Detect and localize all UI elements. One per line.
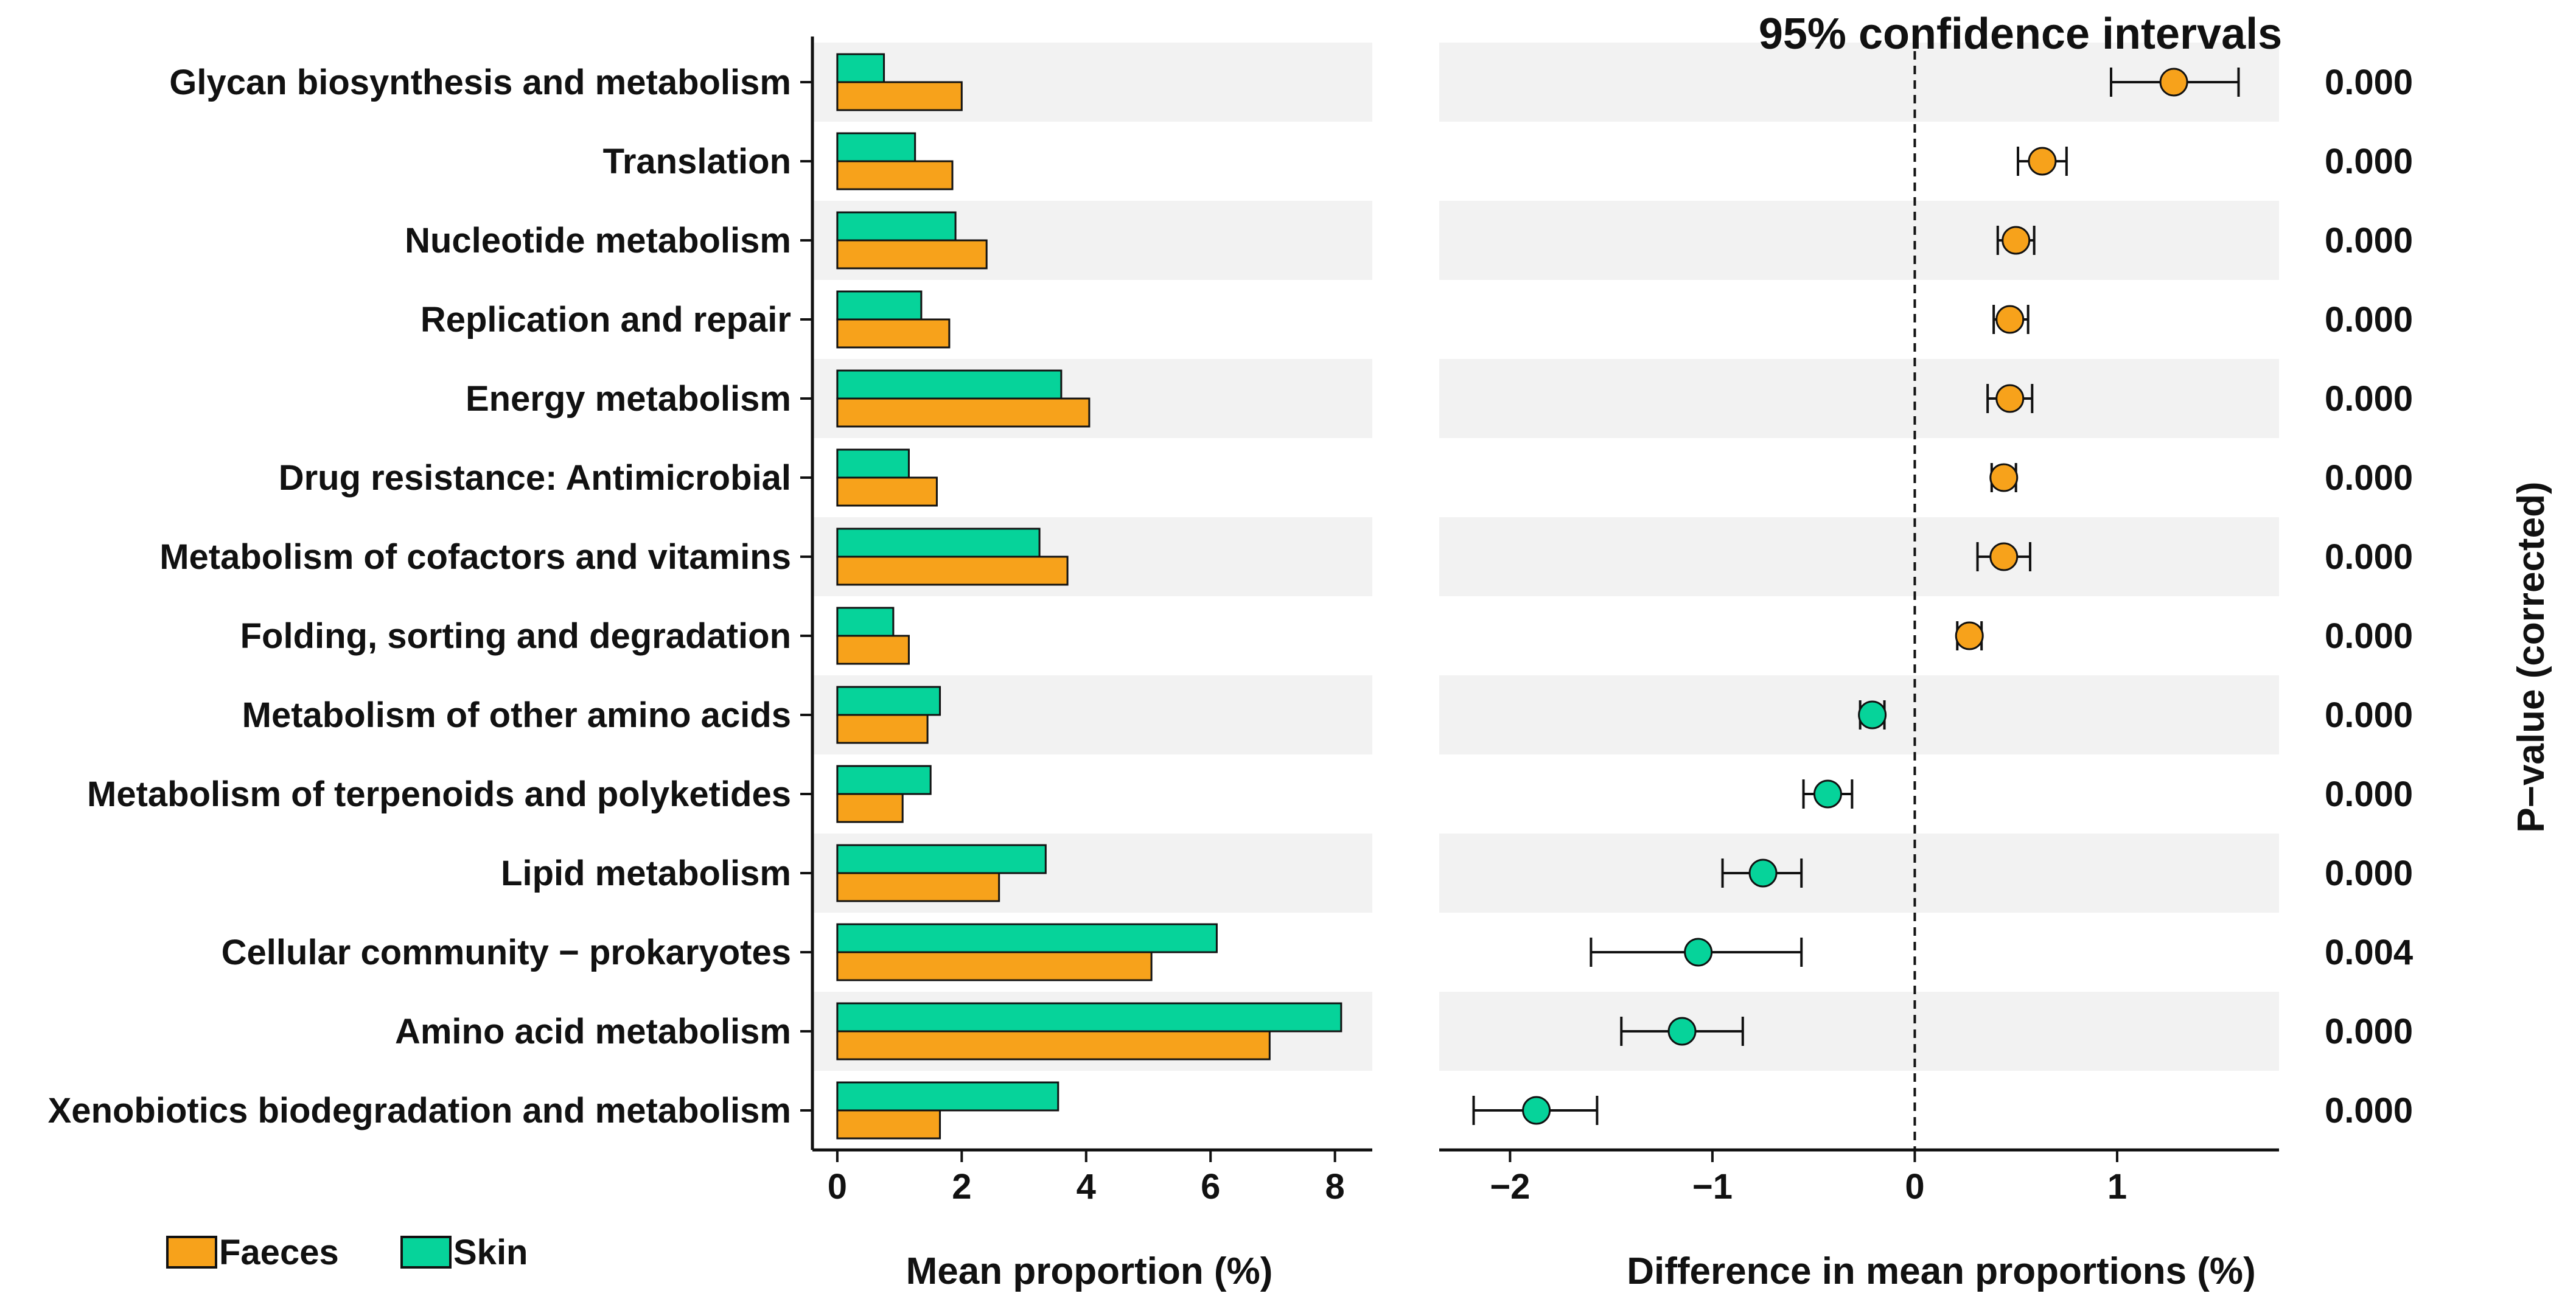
p-value: 0.000	[2325, 300, 2413, 340]
ci-x-tick-label: −2	[1490, 1167, 1530, 1207]
ci-point	[2159, 68, 2188, 97]
ci-point	[1858, 700, 1887, 730]
category-label: Nucleotide metabolism	[405, 221, 791, 260]
legend-label-skin: Skin	[453, 1233, 528, 1272]
p-value: 0.000	[2325, 1091, 2413, 1130]
bar-skin	[836, 369, 1063, 400]
bar-skin	[836, 528, 1041, 558]
ci-point	[1989, 542, 2019, 571]
bar-faeces	[836, 397, 1091, 428]
bar-faeces	[836, 239, 988, 270]
ci-point	[1667, 1017, 1697, 1046]
ci-point	[1684, 938, 1713, 967]
ci-point	[1995, 305, 2025, 334]
bar-x-tick-label: 6	[1201, 1167, 1220, 1207]
p-value: 0.000	[2325, 616, 2413, 656]
bar-faeces	[836, 556, 1069, 586]
bar-faeces	[836, 1109, 941, 1140]
category-labels: Glycan biosynthesis and metabolism Transl…	[48, 63, 791, 1130]
bar-skin	[836, 686, 941, 716]
ci-x-tick-label: −1	[1692, 1167, 1733, 1207]
bar-skin	[836, 290, 923, 321]
bar-faeces	[836, 81, 963, 111]
ci-point	[1813, 779, 1842, 809]
category-label: Metabolism of other amino acids	[242, 695, 791, 735]
bar-skin	[836, 923, 1218, 953]
bar-faeces	[836, 476, 938, 507]
row-band-ci-panel	[1439, 517, 2279, 596]
p-value: 0.000	[2325, 379, 2413, 419]
bar-x-tick-label: 8	[1325, 1167, 1345, 1207]
ci-point	[2028, 147, 2057, 176]
p-value: 0.000	[2325, 142, 2413, 181]
bar-faeces	[836, 1030, 1271, 1060]
ci-point	[1989, 463, 2019, 492]
p-value: 0.000	[2325, 63, 2413, 102]
bar-skin	[836, 1081, 1059, 1112]
category-label: Metabolism of terpenoids and polyketides	[87, 775, 791, 814]
category-label: Energy metabolism	[466, 379, 791, 419]
bar-faeces	[836, 872, 1000, 902]
bar-x-tick-label: 2	[952, 1167, 971, 1207]
row-band-ci-panel	[1439, 359, 2279, 438]
bar-x-tick-label: 0	[828, 1167, 847, 1207]
p-value: 0.000	[2325, 1012, 2413, 1051]
legend: Faeces Skin	[166, 1233, 528, 1272]
p-value: 0.000	[2325, 775, 2413, 814]
ci-point	[1955, 621, 1984, 650]
confidence-interval-panel	[1472, 37, 2240, 1150]
ci-point	[2002, 226, 2031, 255]
ci-x-axis-title: Difference in mean proportions (%)	[1627, 1250, 2255, 1292]
p-value-column: 0.000 0.000 0.000 0.000 0.000 0.000 0.000 0.000…	[2325, 63, 2413, 1130]
ci-point	[1995, 384, 2025, 413]
pvalue-axis-title: P−value (corrected)	[2510, 481, 2552, 832]
category-label: Lipid metabolism	[501, 854, 791, 893]
bar-x-tick-label: 4	[1077, 1167, 1096, 1207]
p-value: 0.000	[2325, 458, 2413, 498]
bar-skin	[836, 844, 1047, 874]
ci-point	[1748, 858, 1778, 888]
bar-faeces	[836, 318, 951, 349]
category-label: Glycan biosynthesis and metabolism	[169, 63, 791, 102]
category-label: Replication and repair	[421, 300, 791, 340]
bar-faeces	[836, 793, 904, 823]
bar-panel	[836, 53, 1342, 1140]
category-label: Drug resistance: Antimicrobial	[279, 458, 791, 498]
row-band-ci-panel	[1439, 834, 2279, 913]
bar-skin	[836, 1002, 1342, 1033]
bar-faeces	[836, 951, 1153, 981]
p-value: 0.004	[2325, 933, 2413, 972]
bar-skin	[836, 448, 910, 479]
bar-skin	[836, 765, 932, 795]
bar-skin	[836, 211, 957, 242]
bar-skin	[836, 53, 885, 83]
bar-skin	[836, 132, 916, 162]
category-label: Cellular community − prokaryotes	[222, 933, 791, 972]
category-label: Folding, sorting and degradation	[240, 616, 791, 656]
bar-x-axis-title: Mean proportion (%)	[906, 1250, 1273, 1292]
category-label: Xenobiotics biodegradation and metabolis…	[48, 1091, 791, 1130]
bar-faeces	[836, 635, 910, 665]
p-value: 0.000	[2325, 695, 2413, 735]
axes: 0 2 4 6 8 −2 −1 0 1	[800, 37, 2279, 1207]
legend-label-faeces: Faeces	[219, 1233, 339, 1272]
row-band-ci-panel	[1439, 992, 2279, 1071]
p-value: 0.000	[2325, 221, 2413, 260]
ci-point	[1522, 1096, 1551, 1125]
category-label: Metabolism of cofactors and vitamins	[159, 537, 791, 577]
bar-faeces	[836, 714, 929, 744]
legend-swatch-faeces	[166, 1236, 217, 1269]
category-label: Amino acid metabolism	[395, 1012, 791, 1051]
p-value: 0.000	[2325, 537, 2413, 577]
bar-skin	[836, 607, 895, 637]
ci-panel-title: 95% confidence intervals	[1759, 10, 2282, 58]
ci-x-tick-label: 0	[1905, 1167, 1924, 1207]
row-band-ci-panel	[1439, 201, 2279, 280]
p-value: 0.000	[2325, 854, 2413, 893]
bar-faeces	[836, 160, 954, 190]
category-label: Translation	[603, 142, 791, 181]
ci-x-tick-label: 1	[2107, 1167, 2127, 1207]
legend-swatch-skin	[400, 1236, 452, 1269]
